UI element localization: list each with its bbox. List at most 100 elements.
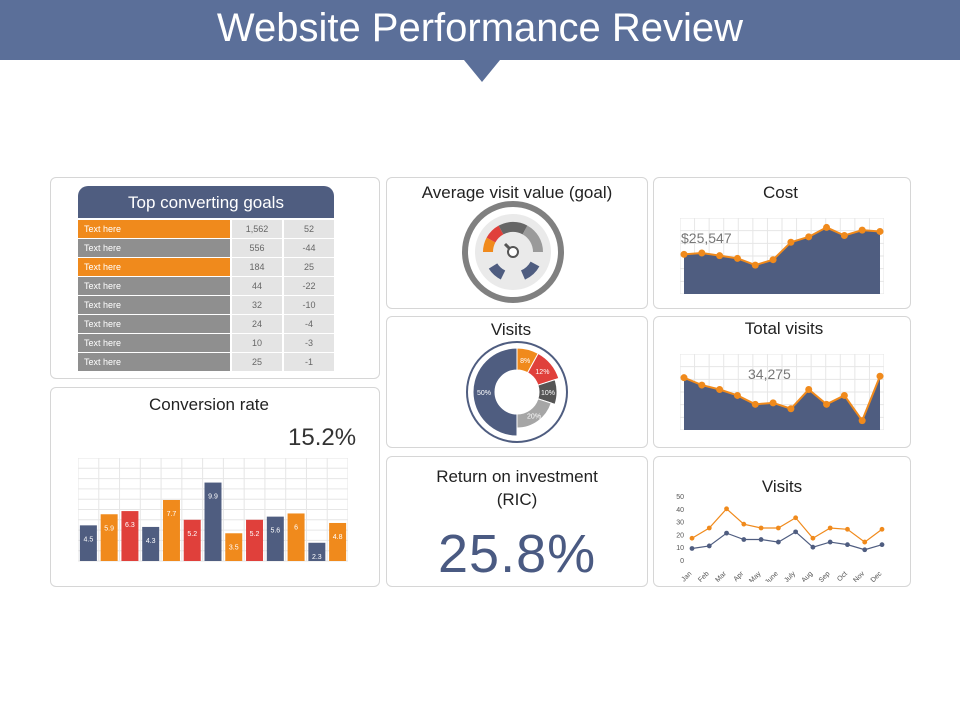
x-tick-label: Feb: [697, 570, 711, 582]
goals-row: Text here 32 -10: [78, 296, 334, 314]
donut-label: 20%: [527, 413, 541, 420]
data-point: [858, 226, 866, 234]
visits-donut-chart: 8% 12% 10% 20% 50%: [466, 341, 568, 443]
goal-change: -10: [282, 296, 334, 314]
bar: [329, 522, 347, 561]
visits-line-chart: 0 10 20 30 40 50 Jan Feb Mar Apr May June July Aug Sep…: [676, 494, 885, 582]
goal-count: 10: [230, 334, 282, 352]
data-point: [775, 525, 781, 531]
total-visits-value: 34,275: [748, 366, 791, 382]
data-point: [840, 231, 848, 239]
data-point: [758, 537, 764, 542]
goals-row: Text here 25 -1: [78, 353, 334, 371]
visits-donut-title: Visits: [490, 320, 532, 339]
goal-count: 44: [230, 277, 282, 295]
data-point: [823, 223, 831, 231]
data-point: [741, 537, 747, 542]
goal-label: Text here: [78, 258, 230, 276]
roi-value: 25.8%: [438, 524, 597, 584]
header-banner: [0, 0, 960, 60]
data-point: [876, 372, 884, 380]
data-point: [751, 400, 759, 408]
goals-row: Text here 1,562 52: [78, 220, 334, 238]
roi-title-line1: Return on investment: [436, 467, 598, 486]
data-point: [862, 547, 868, 553]
data-point: [823, 400, 831, 408]
x-tick-label: May: [748, 570, 763, 582]
data-point: [879, 542, 885, 548]
conversion-value: 15.2%: [288, 424, 357, 451]
data-point: [876, 227, 884, 235]
y-tick-label: 20: [676, 532, 684, 539]
data-point: [879, 526, 885, 532]
bar-label: 4.5: [84, 536, 94, 543]
goal-count: 24: [230, 315, 282, 333]
data-point: [769, 399, 777, 407]
goals-row: Text here 556 -44: [78, 239, 334, 257]
bar: [204, 482, 222, 561]
goal-count: 25: [230, 353, 282, 371]
x-tick-label: Dec: [870, 570, 884, 582]
x-tick-label: Aug: [801, 570, 815, 582]
bar: [183, 519, 201, 561]
total-visits-title: Total visits: [744, 319, 824, 338]
goal-label: Text here: [78, 296, 230, 314]
y-tick-label: 10: [676, 545, 684, 552]
data-point: [724, 530, 729, 536]
goal-label: Text here: [78, 277, 230, 295]
goals-table: Text here 1,562 52 Text here 556 -44 Text here…: [78, 219, 334, 372]
goal-count: 556: [230, 239, 282, 257]
data-point: [680, 250, 688, 258]
goal-label: Text here: [78, 353, 230, 371]
conversion-title: Conversion rate: [148, 395, 269, 414]
bar-label: 6.3: [125, 522, 135, 529]
goal-count: 1,562: [230, 220, 282, 238]
data-point: [787, 238, 795, 246]
goal-change: -1: [282, 353, 334, 371]
bar: [79, 525, 97, 561]
bar: [308, 542, 326, 561]
goal-count: 32: [230, 296, 282, 314]
roi-card: [386, 456, 648, 587]
series-line: [691, 531, 883, 551]
data-point: [706, 543, 712, 549]
bar-label: 6: [294, 524, 298, 531]
y-tick-label: 50: [676, 494, 684, 501]
goal-change: 25: [282, 258, 334, 276]
area-fill: [684, 227, 880, 294]
data-point: [862, 539, 868, 545]
bar-label: 4.8: [333, 534, 343, 541]
goal-label: Text here: [78, 239, 230, 257]
goal-change: 52: [282, 220, 334, 238]
y-tick-label: 30: [676, 520, 684, 527]
bar-label: 3.5: [229, 544, 239, 551]
bar-label: 4.3: [146, 538, 156, 545]
data-point: [733, 254, 741, 262]
goal-label: Text here: [78, 315, 230, 333]
data-point: [758, 525, 764, 531]
data-point: [805, 233, 813, 241]
x-tick-label: Jan: [680, 570, 693, 582]
data-point: [858, 417, 866, 425]
data-point: [769, 256, 777, 264]
data-point: [845, 542, 850, 548]
bar-label: 5.6: [270, 528, 280, 535]
data-point: [733, 391, 741, 399]
bar: [121, 511, 139, 561]
data-point: [741, 521, 747, 527]
cost-value: $25,547: [681, 230, 732, 246]
goal-change: -22: [282, 277, 334, 295]
goals-row: Text here 24 -4: [78, 315, 334, 333]
bar-label: 2.3: [312, 554, 322, 561]
data-point: [787, 405, 795, 413]
goals-row: Text here 44 -22: [78, 277, 334, 295]
data-point: [810, 535, 816, 541]
page-title: Website Performance Review: [216, 6, 744, 50]
donut-slice: [472, 347, 518, 437]
donut-label: 10%: [541, 390, 555, 397]
visits-line-title: Visits: [761, 477, 803, 496]
goals-row: Text here 10 -3: [78, 334, 334, 352]
data-point: [827, 539, 833, 545]
data-point: [698, 249, 706, 257]
